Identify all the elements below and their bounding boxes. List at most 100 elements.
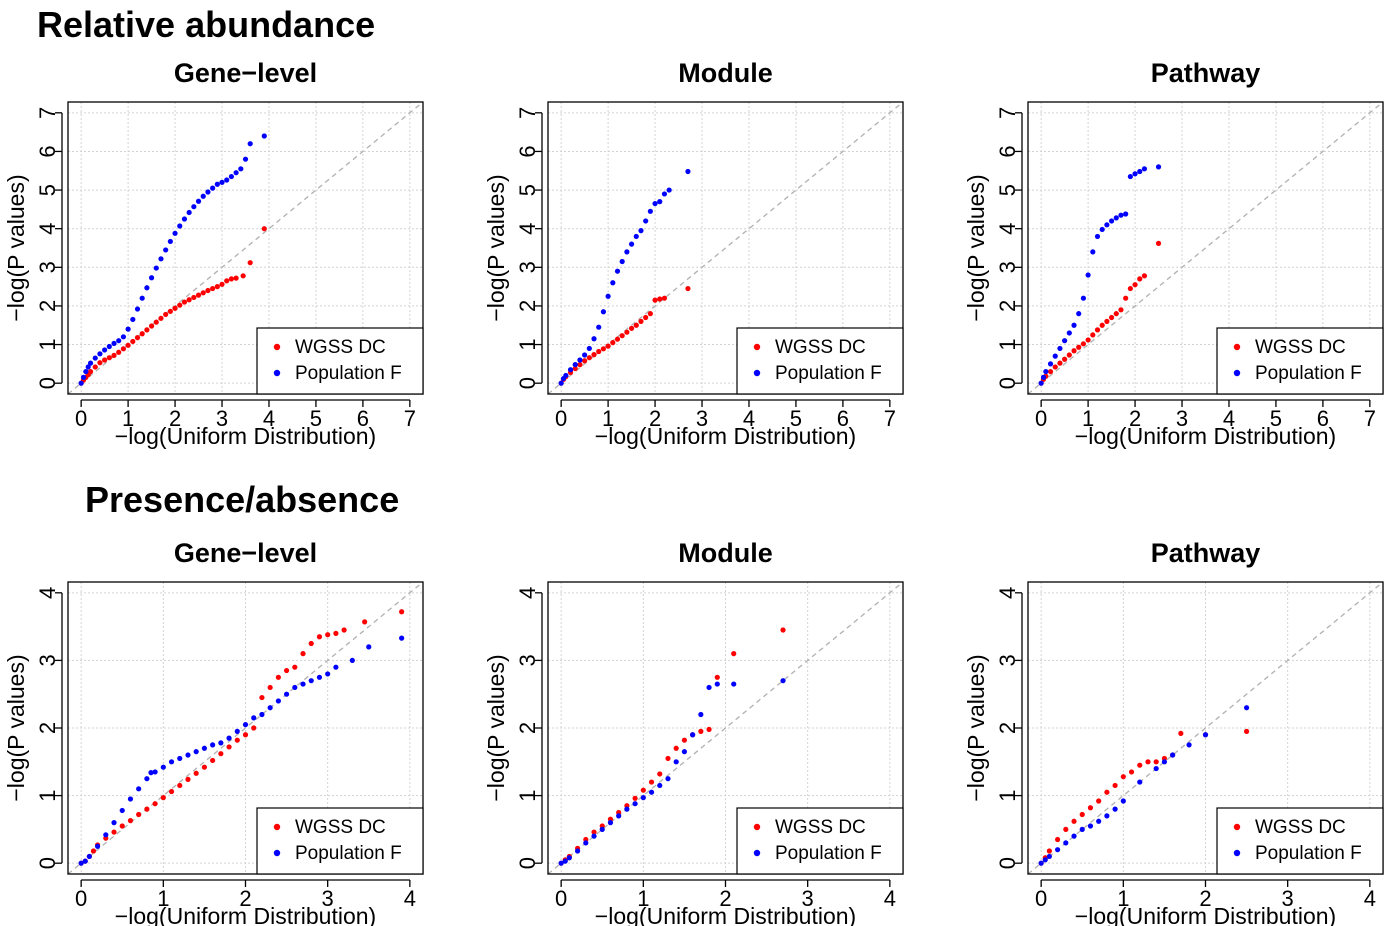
data-point (111, 820, 117, 826)
data-point (214, 181, 220, 187)
y-tick-label: 1 (995, 789, 1020, 801)
data-point (607, 820, 614, 826)
legend-label: Population F (295, 363, 402, 384)
data-point (610, 280, 616, 286)
data-point (362, 619, 368, 625)
data-point (1104, 813, 1110, 819)
x-axis-label: −log(Uniform Distribution) (595, 423, 856, 449)
data-point (648, 779, 655, 785)
data-point (1071, 322, 1077, 328)
y-tick-label: 0 (995, 857, 1020, 869)
x-tick-label: 3 (1282, 886, 1294, 911)
data-point (1099, 322, 1105, 328)
x-tick-label: 1 (157, 886, 169, 911)
data-point (1046, 853, 1052, 860)
panel-title: Pathway (1151, 538, 1261, 568)
data-point (185, 776, 191, 782)
data-point (1127, 173, 1133, 180)
data-point (1079, 811, 1085, 818)
data-point (640, 795, 646, 801)
data-point (242, 722, 249, 728)
data-point (1085, 337, 1091, 343)
data-point (1090, 249, 1096, 255)
y-tick-label: 2 (515, 722, 540, 734)
plot-frame (547, 101, 904, 395)
data-point (399, 635, 405, 641)
data-point (628, 325, 635, 331)
data-point (267, 705, 273, 711)
data-point (1094, 233, 1101, 240)
data-point (665, 755, 671, 762)
data-point (657, 782, 663, 789)
legend: WGSS DC Population F (1216, 807, 1384, 875)
data-point (577, 362, 583, 368)
y-tick-label: 0 (515, 377, 540, 389)
reference-line (1027, 581, 1384, 875)
data-point (1047, 368, 1054, 375)
data-point (586, 355, 592, 361)
data-point (120, 334, 127, 340)
panel-title: Gene−level (174, 538, 317, 568)
data-point (152, 801, 158, 807)
data-point (1137, 168, 1143, 175)
data-point (633, 233, 639, 240)
data-point (1112, 806, 1118, 812)
data-point (177, 223, 183, 229)
data-point (1153, 759, 1159, 765)
data-point (731, 651, 737, 657)
qq-plot-panel: 0 1 2 3 4 5 6 7 0 1 2 3 4 5 6 7 Module −log(Uniform Distr… (483, 58, 904, 449)
y-tick-label: 7 (995, 107, 1020, 119)
data-point (1052, 353, 1058, 359)
data-point (586, 345, 592, 352)
data-point (85, 364, 91, 370)
plot-frame (67, 101, 424, 395)
data-point (119, 807, 125, 814)
data-point (333, 664, 339, 670)
qq-plot-panel: 0 1 2 3 4 0 1 2 3 4 Pathway −log(Uniform Distributi… (963, 538, 1384, 926)
data-point (661, 191, 668, 197)
series-1 (558, 678, 786, 866)
y-tick-label: 7 (515, 107, 540, 119)
qq-plot-panel: 0 1 2 3 4 5 6 7 0 1 2 3 4 5 6 7 Gene−level −log(Uniform D… (3, 58, 424, 449)
data-point (177, 302, 183, 308)
data-point (261, 133, 267, 139)
y-tick-label: 2 (35, 722, 60, 734)
data-point (582, 352, 588, 358)
y-tick-label: 4 (515, 223, 540, 235)
x-tick-label: 0 (555, 886, 567, 911)
data-point (600, 346, 607, 352)
y-tick-label: 2 (35, 300, 60, 312)
data-point (616, 813, 622, 819)
x-axis-label: −log(Uniform Distribution) (595, 903, 856, 926)
section-heading-relative-abundance: Relative abundance (37, 4, 375, 45)
legend-label: Population F (775, 843, 882, 864)
legend-box (1216, 327, 1384, 395)
data-point (224, 177, 230, 183)
x-tick-label: 5 (310, 406, 322, 431)
legend: WGSS DC Population F (736, 807, 904, 875)
data-point (633, 322, 639, 328)
data-point (647, 208, 653, 214)
y-tick-label: 3 (35, 654, 60, 666)
data-point (366, 644, 372, 650)
data-point (1243, 705, 1250, 711)
data-point (205, 287, 211, 294)
x-tick-label: 3 (322, 886, 334, 911)
x-tick-label: 5 (790, 406, 802, 431)
series-0 (558, 285, 691, 386)
data-point (1104, 789, 1110, 795)
y-tick-label: 4 (515, 587, 540, 599)
data-point (78, 380, 84, 386)
data-point (195, 198, 202, 204)
data-point (153, 265, 159, 271)
data-point (706, 726, 712, 732)
data-point (106, 355, 112, 361)
data-point (136, 786, 142, 792)
data-point (234, 728, 240, 734)
legend-marker (1233, 369, 1241, 377)
data-point (134, 306, 141, 312)
data-point (1132, 282, 1138, 288)
data-point (619, 258, 625, 265)
data-point (643, 314, 649, 321)
data-point (218, 740, 224, 746)
